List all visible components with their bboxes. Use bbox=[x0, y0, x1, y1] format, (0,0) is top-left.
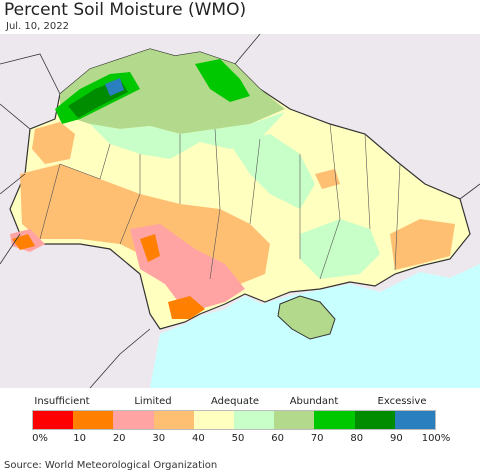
crimea bbox=[277, 295, 336, 340]
legend-tick-label: 100% bbox=[421, 433, 451, 444]
legend-category-abundant: Abundant bbox=[289, 396, 339, 407]
zone-dry-far-east bbox=[315, 169, 340, 189]
legend-swatch bbox=[234, 411, 275, 429]
legend-swatch bbox=[113, 411, 154, 429]
legend-tick-label: 20 bbox=[112, 433, 126, 444]
zone-limited-south bbox=[130, 224, 245, 309]
legend-category-limited: Limited bbox=[134, 396, 172, 407]
legend-tick-label: 70 bbox=[310, 433, 324, 444]
zone-wet-north bbox=[195, 59, 250, 102]
legend-swatch bbox=[153, 411, 194, 429]
oblast-borders bbox=[39, 123, 401, 280]
zone-dry-northwest bbox=[32, 122, 75, 164]
legend-swatch bbox=[394, 411, 436, 429]
legend-category-insufficient: Insufficient bbox=[34, 396, 90, 407]
zone-dry-west bbox=[20, 164, 270, 284]
legend-tick-label: 90 bbox=[390, 433, 403, 444]
zone-moist bbox=[90, 112, 285, 159]
zone-moist-east bbox=[230, 134, 315, 209]
legend-tick-label: 50 bbox=[231, 433, 245, 444]
source-credit: Source: World Meteorological Organizatio… bbox=[4, 460, 218, 471]
zone-moist-south bbox=[300, 219, 380, 279]
map-date: Jul. 10, 2022 bbox=[6, 21, 69, 32]
zone-excessive-northwest bbox=[105, 78, 124, 96]
legend-swatch bbox=[314, 411, 355, 429]
legend-tick-label: 80 bbox=[350, 433, 364, 444]
legend-tick-label: 30 bbox=[152, 433, 166, 444]
map-title: Percent Soil Moisture (WMO) bbox=[4, 0, 247, 20]
legend-categories: Insufficient Limited Adequate Abundant E… bbox=[0, 396, 480, 410]
legend-tick-label: 60 bbox=[271, 433, 284, 444]
country-borders bbox=[0, 34, 480, 388]
legend-swatch bbox=[33, 411, 74, 429]
legend-category-adequate: Adequate bbox=[210, 396, 260, 407]
legend-swatch bbox=[193, 411, 235, 429]
legend-swatch bbox=[354, 411, 395, 429]
zone-very-dry-central bbox=[140, 234, 160, 262]
legend-tick-label: 10 bbox=[73, 433, 86, 444]
legend-category-excessive: Excessive bbox=[377, 396, 427, 407]
legend-tick-label: 40 bbox=[192, 433, 205, 444]
legend-swatch bbox=[274, 411, 315, 429]
zone-dry-east bbox=[390, 219, 455, 270]
soil-moisture-map bbox=[0, 34, 480, 388]
legend-color-bar bbox=[32, 410, 436, 430]
legend-swatch bbox=[73, 411, 114, 429]
legend-tick-label: 0% bbox=[32, 433, 48, 444]
zone-very-dry-south bbox=[168, 296, 205, 319]
legend-ticks: 0% 10 20 30 40 50 60 70 80 90 100% bbox=[0, 433, 480, 447]
